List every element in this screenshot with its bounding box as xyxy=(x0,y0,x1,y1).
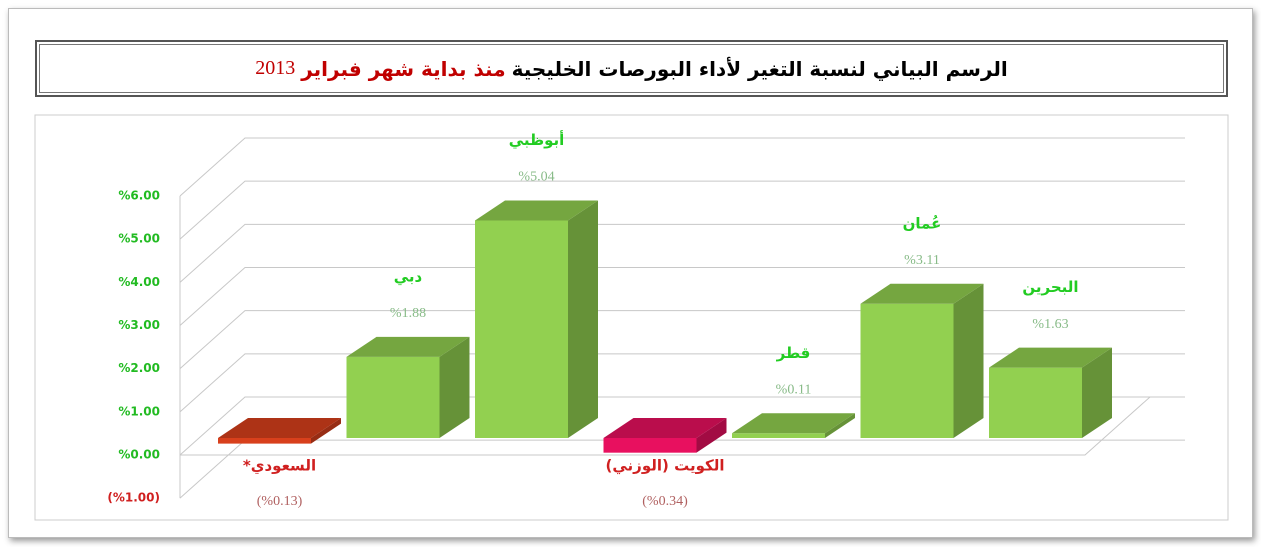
chart-year: 2013 xyxy=(255,57,296,79)
y-tick-label: %6.00 xyxy=(118,189,160,203)
chart-title: الرسم البياني لنسبة التغير لأداء البورصا… xyxy=(511,56,1008,81)
bar-top xyxy=(346,336,470,357)
category-label: قطر xyxy=(776,344,811,362)
floor xyxy=(180,396,1151,456)
bar-top xyxy=(603,418,727,438)
bar-top xyxy=(732,413,855,434)
y-tick-label: %4.00 xyxy=(118,275,160,289)
y-tick-label: %0.00 xyxy=(118,448,160,462)
value-label: (%0.13) xyxy=(257,494,303,509)
category-label: البحرين xyxy=(1022,278,1078,296)
category-label: عُمان xyxy=(903,214,942,232)
bar-top xyxy=(860,283,984,304)
value-label: (%0.34) xyxy=(642,494,688,509)
bar-top xyxy=(989,347,1112,368)
y-tick-label: %5.00 xyxy=(118,232,160,246)
bar-side xyxy=(1082,347,1112,438)
bar-side xyxy=(825,413,855,438)
plot-box xyxy=(34,114,1229,521)
y-tick-label: %3.00 xyxy=(118,318,160,332)
bar xyxy=(218,438,311,444)
bar xyxy=(860,303,954,438)
bar-top xyxy=(475,200,598,221)
grid-line xyxy=(179,223,1185,283)
value-label: %1.88 xyxy=(390,306,426,321)
bar-top xyxy=(218,418,341,438)
y-tick-label: (%1.00) xyxy=(107,491,160,505)
bar xyxy=(989,367,1082,438)
bar xyxy=(603,438,697,453)
y-tick-label: %2.00 xyxy=(118,361,160,375)
bar-side xyxy=(439,336,470,438)
bar-side xyxy=(568,200,598,438)
grid-line xyxy=(179,267,1185,326)
value-label: %3.11 xyxy=(904,253,940,268)
bar xyxy=(346,356,440,438)
bar-side xyxy=(953,283,984,438)
category-label: السعودي* xyxy=(243,457,316,476)
bar xyxy=(475,220,568,438)
grid-line xyxy=(179,180,1185,240)
bar xyxy=(732,433,825,438)
grid-line xyxy=(179,137,1185,197)
y-tick-label: %1.00 xyxy=(118,404,160,418)
value-label: %5.04 xyxy=(518,170,554,185)
value-label: %0.11 xyxy=(776,382,812,397)
category-label: أبوظبي xyxy=(509,130,565,149)
bar-side xyxy=(696,418,727,453)
category-label: دبي xyxy=(394,267,423,285)
value-label: %1.63 xyxy=(1032,317,1068,332)
bar-side xyxy=(311,418,341,444)
title-box: الرسم البياني لنسبة التغير لأداء البورصا… xyxy=(35,40,1228,97)
category-label: الكويت (الوزني) xyxy=(606,457,725,475)
chart-subtitle: منذ بداية شهر فبراير xyxy=(301,56,506,81)
